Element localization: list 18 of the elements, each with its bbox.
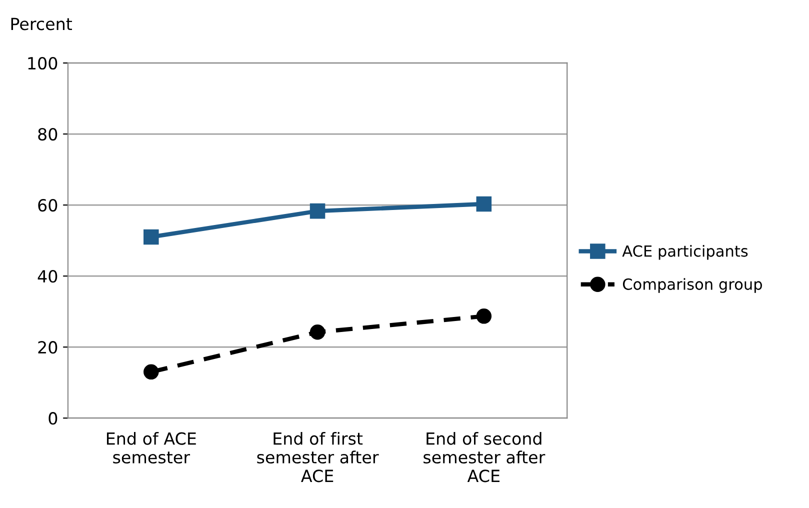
y-tick-label: 40 bbox=[38, 270, 58, 283]
point bbox=[476, 308, 492, 324]
point bbox=[144, 229, 159, 245]
y-axis-title: Percent bbox=[11, 18, 72, 30]
y-tick-label: 80 bbox=[38, 128, 58, 141]
point bbox=[310, 324, 326, 340]
y-tick-label: 100 bbox=[28, 56, 58, 70]
y-tick-label: 20 bbox=[38, 341, 58, 354]
x-tick-label: End of first semester after ACE bbox=[257, 432, 379, 482]
legend-label: Comparison group bbox=[622, 278, 762, 293]
point bbox=[476, 196, 492, 212]
legend-label: ACE participants bbox=[622, 244, 748, 260]
point bbox=[144, 364, 159, 380]
y-tick-label: 60 bbox=[38, 198, 58, 212]
x-tick-label: End of second semester after ACE bbox=[424, 432, 546, 482]
point bbox=[310, 203, 326, 219]
x-tick-label: End of ACE semester bbox=[106, 432, 196, 464]
y-tick-label: 0 bbox=[48, 412, 58, 425]
